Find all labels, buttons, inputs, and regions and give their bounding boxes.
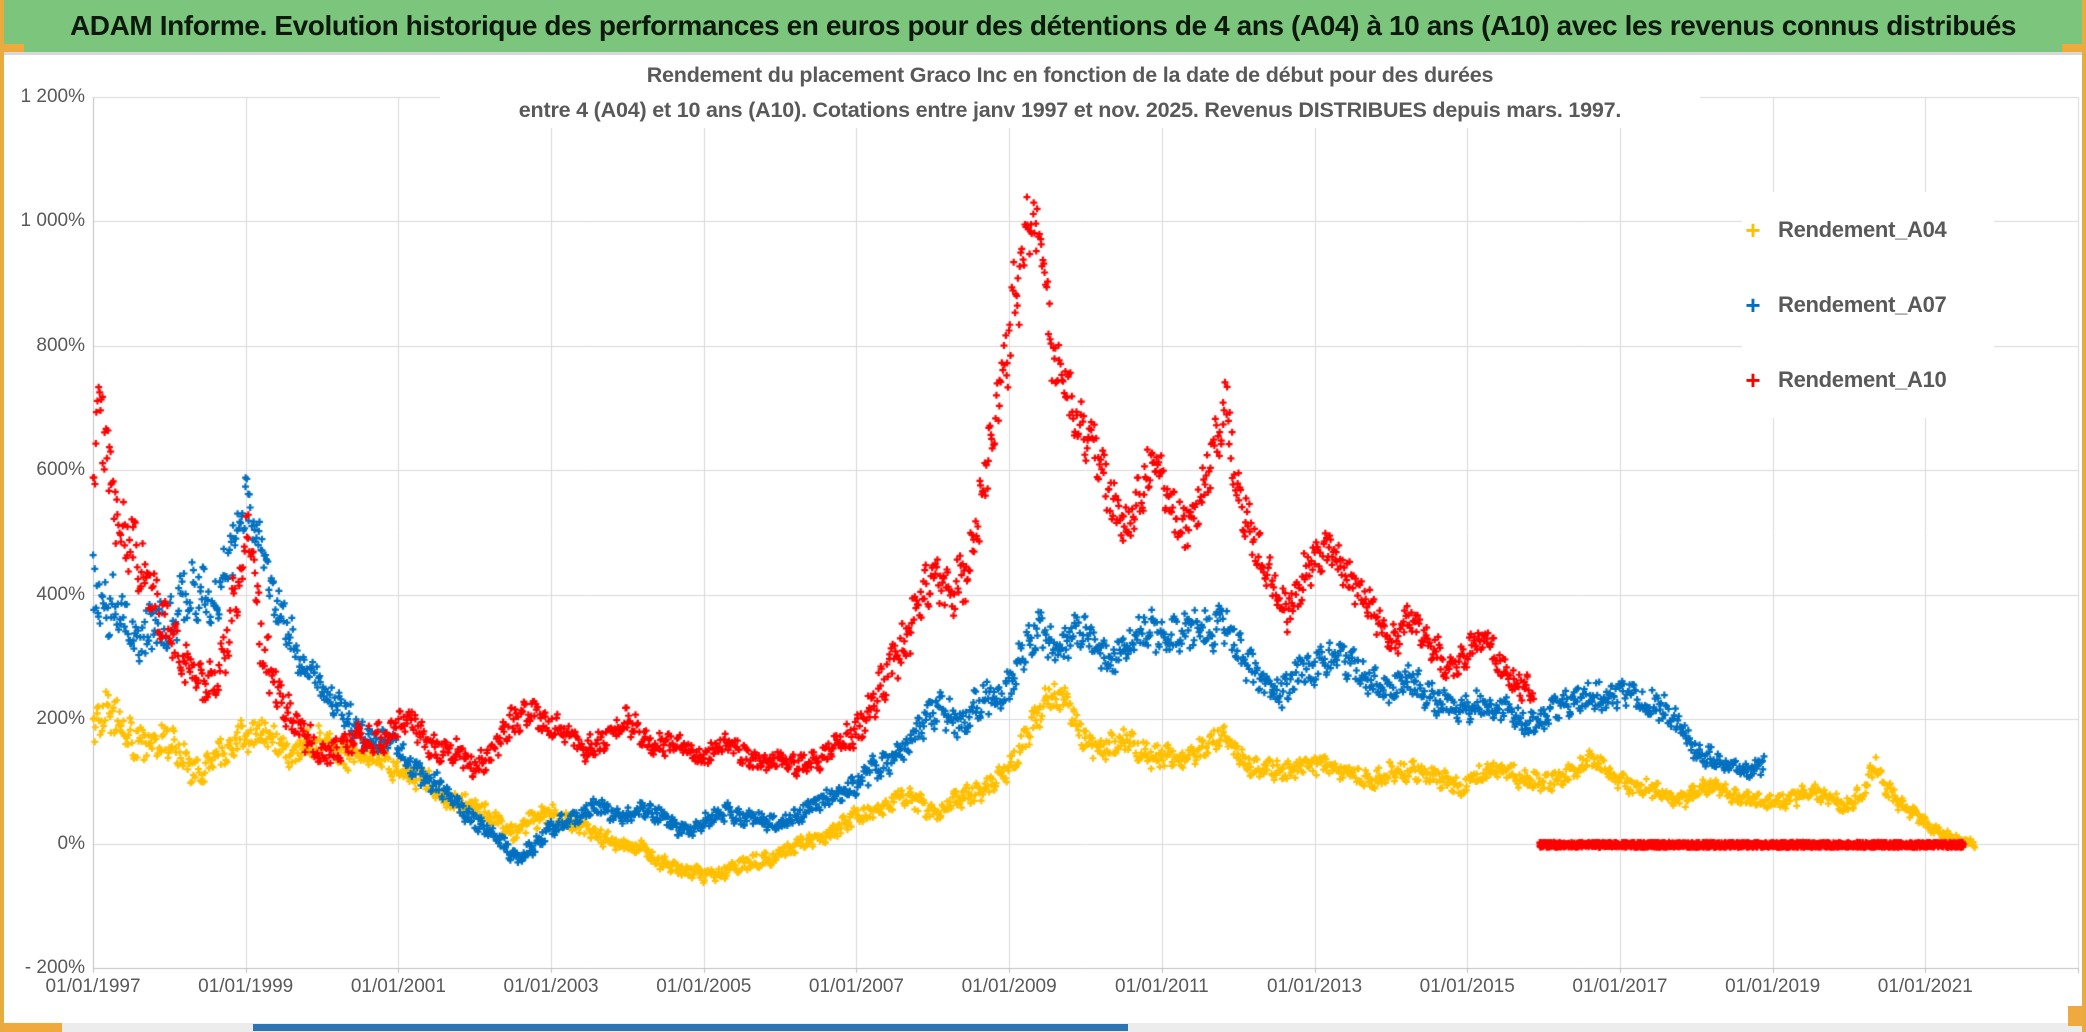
x-axis-tick-label: 01/01/2001 (350, 976, 446, 997)
header-title: ADAM Informe. Evolution historique des p… (69, 10, 2017, 41)
y-axis-tick-label: 200% (36, 708, 85, 730)
legend-item-label: Rendement_A04 (1778, 216, 1947, 242)
x-axis-tick-label: 01/01/2017 (1572, 976, 1668, 997)
x-axis-tick-label: 01/01/2007 (808, 976, 904, 997)
legend: + Rendement_A04 + Rendement_A07 + Rendem… (1742, 192, 1994, 418)
x-axis-tick-label: 01/01/2011 (1115, 976, 1209, 997)
y-axis-tick-label: 1 000% (20, 210, 85, 232)
legend-item-rendement-a04[interactable]: + Rendement_A04 (1742, 217, 1994, 243)
plus-marker-icon: + (1745, 365, 1761, 396)
x-axis-tick-label: 01/01/2019 (1725, 976, 1821, 997)
horizontal-scrollbar-thumb[interactable] (253, 1024, 1128, 1031)
legend-item-label: Rendement_A10 (1778, 367, 1947, 393)
plus-marker-icon: + (1745, 214, 1761, 245)
bottom-right-accent (2068, 1006, 2082, 1026)
y-axis-tick-label: 400% (36, 583, 85, 605)
legend-item-rendement-a07[interactable]: + Rendement_A07 (1742, 292, 1994, 318)
y-axis-tick-label: 1 200% (20, 86, 85, 107)
header-accent-right (2062, 44, 2086, 52)
bottom-left-accent (0, 1023, 62, 1032)
chart-title: Rendement du placement Graco Inc en fonc… (440, 58, 1700, 128)
x-axis-tick-label: 01/01/2015 (1419, 976, 1515, 997)
x-axis-tick-label: 01/01/2009 (961, 976, 1057, 997)
horizontal-scrollbar-track[interactable] (0, 1023, 2086, 1032)
y-axis-tick-label: 0% (57, 832, 85, 854)
left-edge-border (0, 0, 4, 1032)
legend-item-label: Rendement_A07 (1778, 291, 1947, 317)
x-axis-tick-label: 01/01/1999 (198, 976, 294, 997)
x-axis-tick-label: 01/01/2003 (503, 976, 599, 997)
header-banner: ADAM Informe. Evolution historique des p… (0, 0, 2086, 55)
plus-marker-icon: + (1745, 289, 1761, 320)
y-axis-tick-label: 600% (36, 459, 85, 481)
chart-title-line2: entre 4 (A04) et 10 ans (A10). Cotations… (518, 98, 1622, 122)
chart-title-line1: Rendement du placement Graco Inc en fonc… (646, 63, 1494, 87)
y-axis-tick-label: - 200% (24, 957, 85, 978)
x-axis-tick-label: 01/01/1997 (45, 976, 141, 997)
y-axis-tick-label: 800% (36, 334, 85, 356)
legend-item-rendement-a10[interactable]: + Rendement_A10 (1742, 367, 1994, 393)
x-axis-tick-label: 01/01/2021 (1877, 976, 1973, 997)
x-axis-tick-label: 01/01/2013 (1266, 976, 1363, 997)
x-axis-tick-label: 01/01/2005 (656, 976, 752, 997)
header-accent-left (0, 44, 24, 52)
right-edge-border (2082, 0, 2086, 1032)
